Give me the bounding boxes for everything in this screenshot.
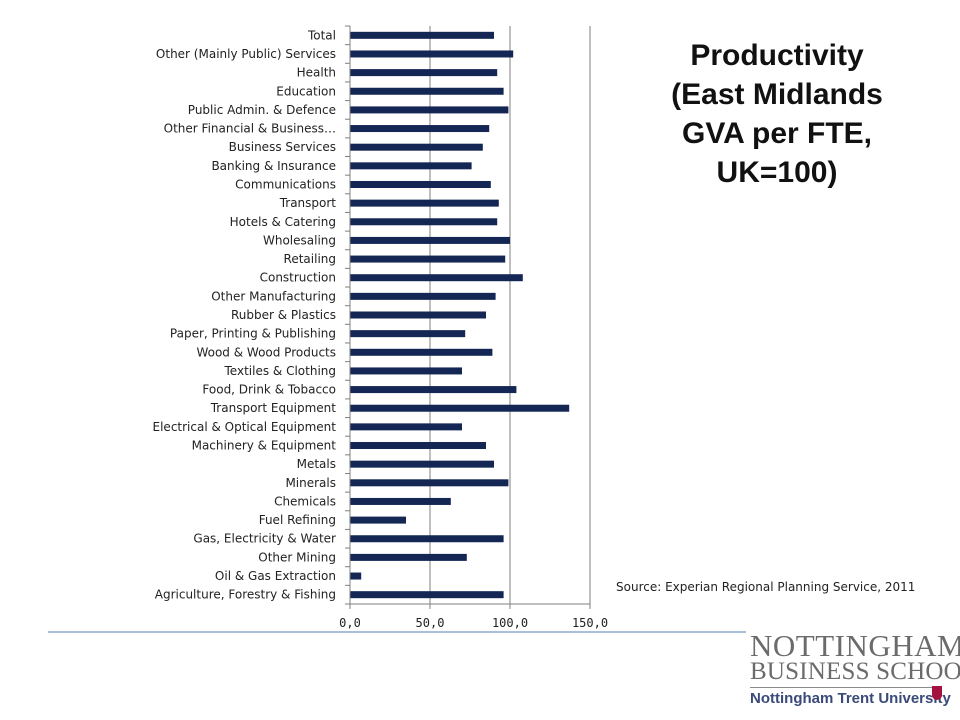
category-label: Food, Drink & Tobacco xyxy=(202,383,336,397)
category-label: Banking & Insurance xyxy=(211,159,336,173)
slide-title: Productivity (East Midlands GVA per FTE,… xyxy=(612,36,942,192)
bar xyxy=(350,50,514,58)
category-label: Other (Mainly Public) Services xyxy=(156,47,336,61)
bar xyxy=(350,535,504,543)
category-label: Paper, Printing & Publishing xyxy=(170,327,336,341)
category-label: Communications xyxy=(235,177,336,191)
category-label: Business Services xyxy=(229,140,336,154)
bar xyxy=(350,591,504,599)
bar xyxy=(350,553,467,561)
bar xyxy=(350,274,523,282)
x-tick-label: 150,0 xyxy=(572,616,608,630)
title-line: (East Midlands xyxy=(671,78,883,111)
bar xyxy=(350,330,466,338)
category-label: Minerals xyxy=(285,476,336,490)
bar xyxy=(350,162,472,170)
category-label: Gas, Electricity & Water xyxy=(193,532,336,546)
bar xyxy=(350,460,494,468)
category-label: Other Mining xyxy=(258,550,336,564)
bar xyxy=(350,348,493,356)
category-label: Agriculture, Forestry & Fishing xyxy=(155,588,336,602)
bar xyxy=(350,423,462,431)
bar xyxy=(350,516,406,524)
category-label: Construction xyxy=(260,271,336,285)
bar xyxy=(350,236,510,244)
category-label: Fuel Refining xyxy=(259,513,336,527)
category-label: Total xyxy=(307,28,336,42)
title-line: GVA per FTE, xyxy=(681,117,873,150)
x-tick-label: 100,0 xyxy=(492,616,528,630)
title-line: Productivity xyxy=(690,39,864,72)
logo-divider xyxy=(750,687,940,688)
category-label: Chemicals xyxy=(274,494,336,508)
bar xyxy=(350,386,517,394)
source-note: Source: Experian Regional Planning Servi… xyxy=(616,580,916,594)
bar xyxy=(350,87,504,95)
bar xyxy=(350,31,494,39)
bar xyxy=(350,143,483,151)
bar xyxy=(350,367,462,375)
category-label: Electrical & Optical Equipment xyxy=(153,420,337,434)
category-label: Education xyxy=(276,84,336,98)
title-line: UK=100) xyxy=(716,156,838,189)
category-label: Machinery & Equipment xyxy=(192,439,337,453)
category-label: Retailing xyxy=(284,252,336,266)
category-label: Public Admin. & Defence xyxy=(188,103,336,117)
logo-line-2: BUSINESS SCHOOL xyxy=(750,658,960,685)
category-label: Textiles & Clothing xyxy=(224,364,336,378)
category-label: Rubber & Plastics xyxy=(231,308,336,322)
category-label: Health xyxy=(297,66,336,80)
bar xyxy=(350,572,362,580)
crest-icon xyxy=(932,686,942,700)
bar xyxy=(350,292,496,300)
bar xyxy=(350,69,498,77)
bar xyxy=(350,479,509,487)
nottingham-business-school-logo: NOTTINGHAM BUSINESS SCHOOL Nottingham Tr… xyxy=(748,628,960,710)
bar xyxy=(350,442,486,450)
bar xyxy=(350,497,451,505)
category-label: Metals xyxy=(297,457,336,471)
category-label: Oil & Gas Extraction xyxy=(215,569,336,583)
bar xyxy=(350,311,486,319)
category-label: Wholesaling xyxy=(263,233,336,247)
bar xyxy=(350,218,498,226)
category-label: Hotels & Catering xyxy=(230,215,336,229)
bar xyxy=(350,180,491,188)
logo-line-1: NOTTINGHAM xyxy=(750,628,960,663)
bar xyxy=(350,255,506,263)
category-label: Other Financial & Business… xyxy=(164,122,336,136)
bar xyxy=(350,106,509,114)
logo-line-3: Nottingham Trent University xyxy=(750,690,951,707)
bar xyxy=(350,404,570,412)
footer-divider xyxy=(48,631,746,633)
bar xyxy=(350,199,499,207)
x-tick-label: 0,0 xyxy=(339,616,361,630)
category-label: Other Manufacturing xyxy=(211,289,336,303)
category-label: Transport xyxy=(279,196,337,210)
bar xyxy=(350,125,490,133)
x-tick-label: 50,0 xyxy=(416,616,445,630)
category-label: Wood & Wood Products xyxy=(196,345,336,359)
category-label: Transport Equipment xyxy=(210,401,337,415)
